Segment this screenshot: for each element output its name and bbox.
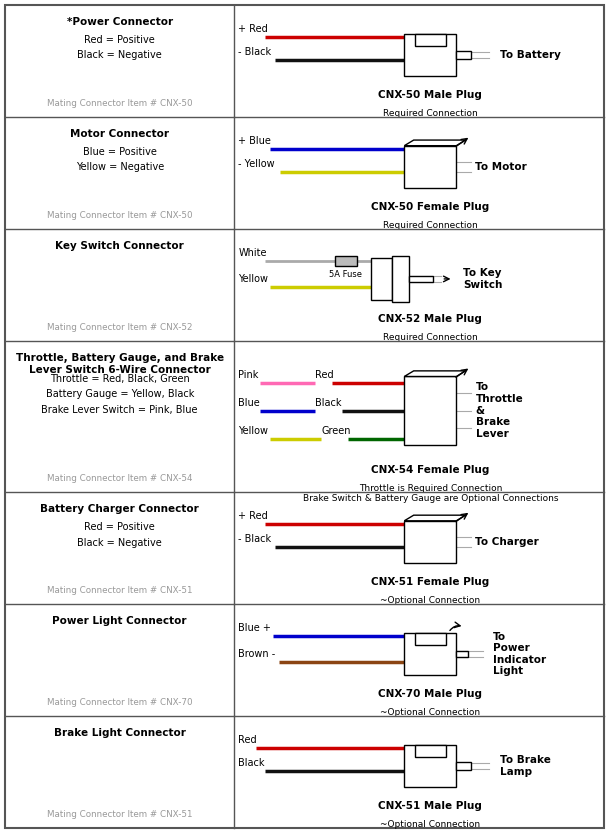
Bar [415, 745, 446, 756]
Bar [456, 651, 468, 657]
Text: CNX-70 Male Plug: CNX-70 Male Plug [378, 689, 482, 699]
Text: Yellow: Yellow [239, 274, 269, 284]
Bar [415, 633, 446, 645]
Text: ~Optional Connection: ~Optional Connection [380, 596, 481, 605]
Bar [404, 745, 456, 787]
Text: CNX-51 Female Plug: CNX-51 Female Plug [371, 577, 490, 587]
Text: Mating Connector Item # CNX-52: Mating Connector Item # CNX-52 [47, 323, 192, 332]
Polygon shape [404, 140, 466, 146]
Text: Throttle = Red, Black, Green: Throttle = Red, Black, Green [50, 374, 189, 384]
Polygon shape [404, 371, 466, 377]
Text: Mating Connector Item # CNX-70: Mating Connector Item # CNX-70 [47, 698, 192, 707]
Text: Throttle, Battery Gauge, and Brake
Lever Switch 6-Wire Connector: Throttle, Battery Gauge, and Brake Lever… [16, 353, 224, 375]
Text: + Blue: + Blue [239, 136, 272, 146]
Bar [371, 257, 392, 300]
Text: CNX-52 Male Plug: CNX-52 Male Plug [378, 314, 482, 324]
Polygon shape [404, 515, 466, 521]
Text: Battery Gauge = Yellow, Black: Battery Gauge = Yellow, Black [46, 389, 194, 399]
Text: To Brake
Lamp: To Brake Lamp [501, 756, 551, 777]
Text: 5A Fuse: 5A Fuse [329, 270, 362, 279]
Bar [392, 256, 409, 302]
Text: Pink: Pink [239, 370, 259, 380]
Text: Black: Black [315, 397, 342, 407]
Text: Brake Lever Switch = Pink, Blue: Brake Lever Switch = Pink, Blue [41, 405, 198, 415]
Text: CNX-50 Female Plug: CNX-50 Female Plug [371, 202, 490, 212]
Text: + Red: + Red [239, 511, 268, 521]
Text: Brown -: Brown - [239, 649, 276, 659]
Text: Required Connection: Required Connection [383, 109, 477, 118]
Text: To Battery: To Battery [501, 50, 561, 60]
Text: Power Light Connector: Power Light Connector [52, 616, 187, 626]
Text: White: White [239, 248, 267, 258]
Text: Mating Connector Item # CNX-54: Mating Connector Item # CNX-54 [47, 474, 192, 483]
Text: Red: Red [239, 735, 257, 745]
Text: CNX-51 Male Plug: CNX-51 Male Plug [378, 801, 482, 811]
Text: Blue: Blue [239, 397, 260, 407]
Text: Required Connection: Required Connection [383, 221, 477, 230]
Bar [404, 377, 456, 445]
Text: CNX-50 Male Plug: CNX-50 Male Plug [378, 90, 482, 100]
Text: To Motor: To Motor [475, 162, 527, 172]
Text: Black = Negative: Black = Negative [77, 51, 162, 61]
Bar [409, 276, 434, 282]
Text: - Black: - Black [239, 47, 272, 57]
Bar [404, 521, 456, 563]
Bar [404, 33, 456, 77]
Bar [456, 762, 471, 770]
Text: Mating Connector Item # CNX-50: Mating Connector Item # CNX-50 [47, 211, 192, 220]
Text: *Power Connector: *Power Connector [66, 17, 173, 27]
Text: Red = Positive: Red = Positive [85, 35, 155, 45]
Text: To Key
Switch: To Key Switch [463, 268, 503, 290]
Text: ~Optional Connection: ~Optional Connection [380, 708, 481, 717]
Text: Red = Positive: Red = Positive [85, 522, 155, 532]
Text: Blue = Positive: Blue = Positive [83, 147, 157, 157]
Text: - Yellow: - Yellow [239, 159, 275, 169]
Text: Motor Connector: Motor Connector [70, 129, 169, 139]
Bar [335, 256, 357, 266]
Text: Throttle is Required Connection
Brake Switch & Battery Gauge are Optional Connec: Throttle is Required Connection Brake Sw… [303, 484, 558, 503]
Text: Mating Connector Item # CNX-50: Mating Connector Item # CNX-50 [47, 99, 192, 108]
Text: Black: Black [239, 758, 265, 768]
Text: Key Switch Connector: Key Switch Connector [55, 241, 184, 251]
Bar [415, 33, 446, 46]
Text: ~Optional Connection: ~Optional Connection [380, 820, 481, 829]
Text: - Black: - Black [239, 534, 272, 544]
Text: Brake Light Connector: Brake Light Connector [54, 728, 186, 738]
Text: Battery Charger Connector: Battery Charger Connector [40, 504, 199, 514]
Text: Green: Green [322, 426, 351, 436]
Text: Required Connection: Required Connection [383, 333, 477, 342]
Text: Yellow = Negative: Yellow = Negative [76, 162, 164, 172]
Text: Red: Red [315, 370, 334, 380]
Bar [404, 146, 456, 188]
Text: To
Power
Indicator
Light: To Power Indicator Light [493, 631, 546, 676]
Text: Yellow: Yellow [239, 426, 269, 436]
Text: Blue +: Blue + [239, 623, 272, 633]
Text: Mating Connector Item # CNX-51: Mating Connector Item # CNX-51 [47, 586, 192, 595]
Text: Black = Negative: Black = Negative [77, 537, 162, 547]
Bar [456, 51, 471, 59]
Text: To
Throttle
&
Brake
Lever: To Throttle & Brake Lever [476, 382, 523, 439]
Bar [404, 633, 456, 676]
Text: CNX-54 Female Plug: CNX-54 Female Plug [371, 465, 490, 475]
Text: Mating Connector Item # CNX-51: Mating Connector Item # CNX-51 [47, 810, 192, 819]
Text: To Charger: To Charger [475, 537, 539, 547]
Text: + Red: + Red [239, 24, 268, 34]
